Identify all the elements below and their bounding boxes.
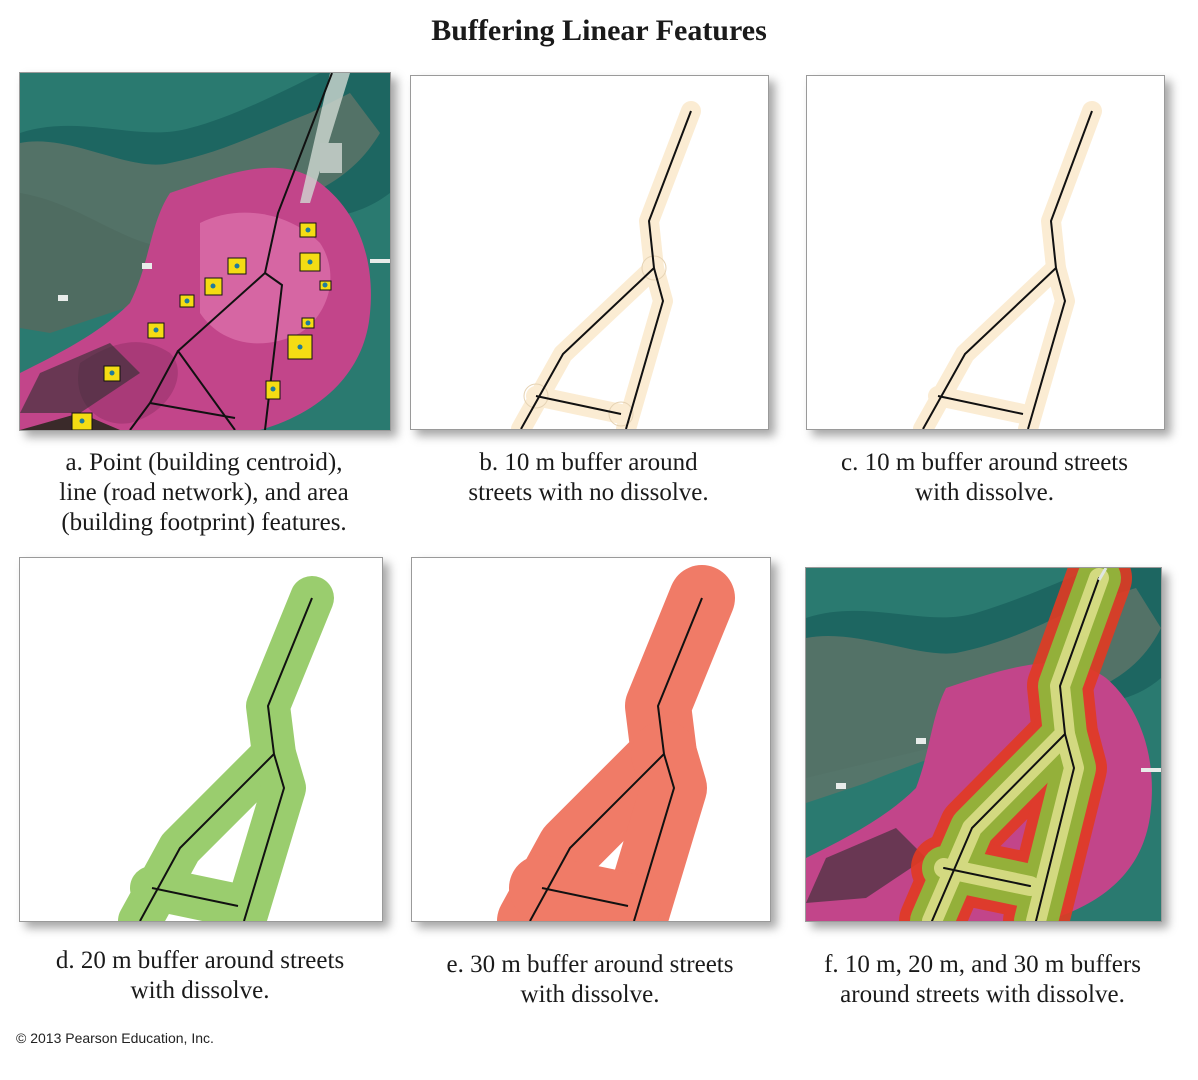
caption-line: b. 10 m buffer around — [479, 449, 698, 476]
caption-c: c. 10 m buffer around streets with disso… — [806, 448, 1163, 508]
panel-a-satellite — [19, 72, 391, 431]
caption-line: a. Point (building centroid), — [65, 449, 343, 476]
caption-a: a. Point (building centroid), line (road… — [19, 448, 389, 538]
caption-line: with dissolve. — [130, 977, 270, 1004]
copyright-notice: © 2013 Pearson Education, Inc. — [16, 1030, 214, 1046]
panel-d-20m-dissolve — [19, 557, 383, 922]
caption-line: e. 30 m buffer around streets — [446, 951, 734, 978]
caption-line: streets with no dissolve. — [468, 479, 709, 506]
caption-d: d. 20 m buffer around streets with disso… — [19, 946, 381, 1006]
caption-line: with dissolve. — [915, 479, 1054, 506]
panel-b-10m-no-dissolve — [410, 75, 769, 430]
figure-title: Buffering Linear Features — [431, 14, 767, 47]
caption-line: line (road network), and area — [59, 479, 349, 506]
caption-b: b. 10 m buffer around streets with no di… — [410, 448, 767, 508]
panel-e-30m-dissolve — [411, 557, 771, 922]
panel-c-10m-dissolve — [806, 75, 1165, 430]
caption-line: d. 20 m buffer around streets — [55, 947, 345, 974]
caption-e: e. 30 m buffer around streets with disso… — [411, 950, 769, 1010]
caption-line: (building footprint) features. — [61, 509, 347, 536]
caption-line: f. 10 m, 20 m, and 30 m buffers — [824, 951, 1141, 978]
panel-f-multi-ring — [805, 567, 1162, 922]
caption-line: c. 10 m buffer around streets — [841, 449, 1128, 476]
caption-line: around streets with dissolve. — [840, 981, 1125, 1008]
caption-line: with dissolve. — [520, 981, 660, 1008]
caption-f: f. 10 m, 20 m, and 30 m buffers around s… — [790, 950, 1175, 1010]
